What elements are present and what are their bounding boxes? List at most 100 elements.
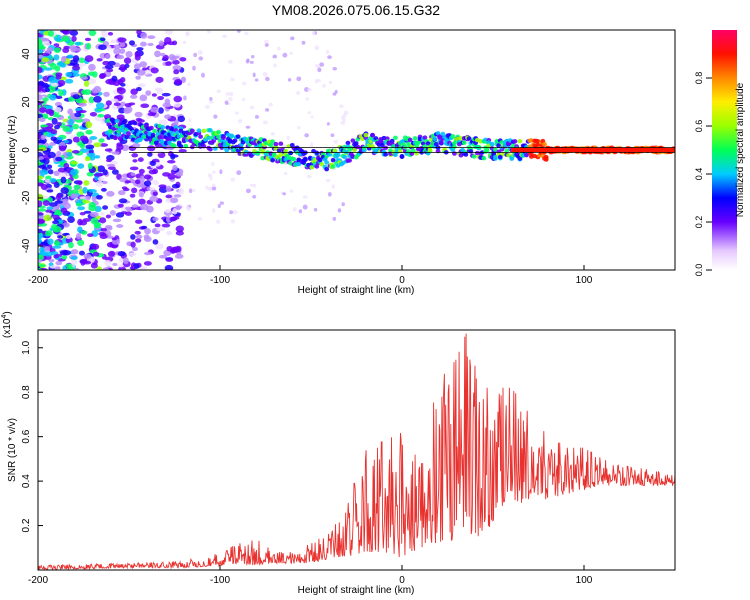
noise-point [152, 179, 160, 186]
noise-point [38, 254, 44, 261]
spectrogram-ytick-label: 40 [21, 48, 32, 60]
spectrogram-xticks: -200 -100 0 100 [28, 265, 593, 286]
noise-point [150, 67, 159, 74]
noise-point [102, 267, 110, 270]
noise-point [65, 263, 73, 268]
ridge-point [176, 140, 182, 146]
noise-point [219, 201, 224, 205]
noise-point [39, 117, 46, 123]
ridge-point [291, 157, 297, 162]
spectrogram-ytick-label: 0 [21, 147, 32, 153]
noise-point [79, 135, 88, 142]
noise-point [161, 223, 171, 228]
noise-point [124, 63, 130, 69]
noise-point [55, 260, 63, 266]
noise-point [102, 205, 109, 210]
noise-point [43, 251, 53, 257]
noise-point [117, 250, 126, 257]
noise-point [99, 72, 107, 79]
ridge-point [221, 135, 226, 140]
ridge-point [207, 147, 213, 152]
noise-point [150, 106, 159, 113]
noise-point [71, 35, 77, 42]
ridge-point [268, 142, 274, 148]
noise-point [73, 184, 81, 190]
noise-point [66, 54, 74, 59]
ridge-point [153, 140, 159, 146]
noise-point [156, 227, 165, 232]
noise-point [326, 122, 330, 126]
noise-point [124, 180, 131, 184]
noise-point [70, 256, 78, 260]
noise-point [78, 250, 85, 256]
noise-point [75, 232, 82, 240]
noise-point [157, 95, 164, 101]
noise-point [154, 223, 161, 228]
noise-point [207, 173, 212, 178]
noise-point [92, 71, 98, 78]
noise-point [135, 238, 142, 243]
noise-point [52, 114, 62, 118]
spectrogram-xtick-label: -200 [28, 275, 48, 286]
noise-point [38, 74, 43, 80]
noise-point [322, 83, 326, 88]
noise-point [38, 94, 43, 101]
noise-point [102, 169, 108, 176]
noise-point [97, 165, 106, 173]
noise-point [116, 54, 125, 60]
noise-point [337, 208, 342, 213]
noise-point [38, 218, 46, 224]
noise-point [123, 57, 132, 64]
ridge-point [189, 128, 195, 133]
ridge-point [350, 138, 356, 143]
ridge-point [270, 158, 275, 163]
ridge-point [137, 130, 143, 135]
noise-point [105, 79, 114, 85]
noise-point [262, 71, 268, 77]
noise-point [55, 95, 63, 99]
noise-point [47, 169, 54, 175]
noise-point [341, 202, 345, 207]
ridge-point [347, 158, 352, 163]
noise-point [172, 65, 182, 71]
ridge-point [352, 147, 357, 153]
noise-point [249, 183, 253, 187]
noise-point [186, 206, 192, 211]
noise-point [197, 216, 203, 221]
noise-point [38, 214, 44, 220]
ridge-point [450, 134, 456, 139]
noise-point [225, 92, 230, 96]
ridge-point [319, 162, 325, 167]
noise-point [313, 207, 318, 212]
noise-point [309, 142, 314, 148]
noise-point [140, 32, 148, 39]
noise-point [140, 225, 148, 229]
noise-point [109, 209, 116, 216]
noise-point [97, 176, 105, 182]
noise-point [68, 119, 74, 126]
noise-point [164, 264, 174, 270]
noise-point [135, 234, 143, 239]
noise-point [273, 63, 277, 68]
ridge-point [425, 141, 431, 146]
noise-point [133, 263, 140, 270]
noise-point [62, 222, 70, 228]
ridge-point [111, 126, 117, 131]
noise-point [107, 250, 115, 257]
snr-xtick-label: 100 [576, 575, 593, 586]
noise-point [175, 205, 181, 211]
noise-point [38, 66, 43, 74]
noise-point [47, 238, 54, 245]
noise-point [268, 102, 273, 107]
noise-point [77, 57, 86, 64]
noise-point [88, 96, 95, 104]
noise-point [252, 72, 256, 78]
noise-point [98, 138, 105, 143]
noise-point [104, 259, 112, 267]
noise-point [45, 105, 53, 109]
noise-point [165, 61, 172, 67]
noise-point [151, 93, 157, 97]
noise-point [172, 208, 178, 215]
snr-background [38, 330, 675, 570]
